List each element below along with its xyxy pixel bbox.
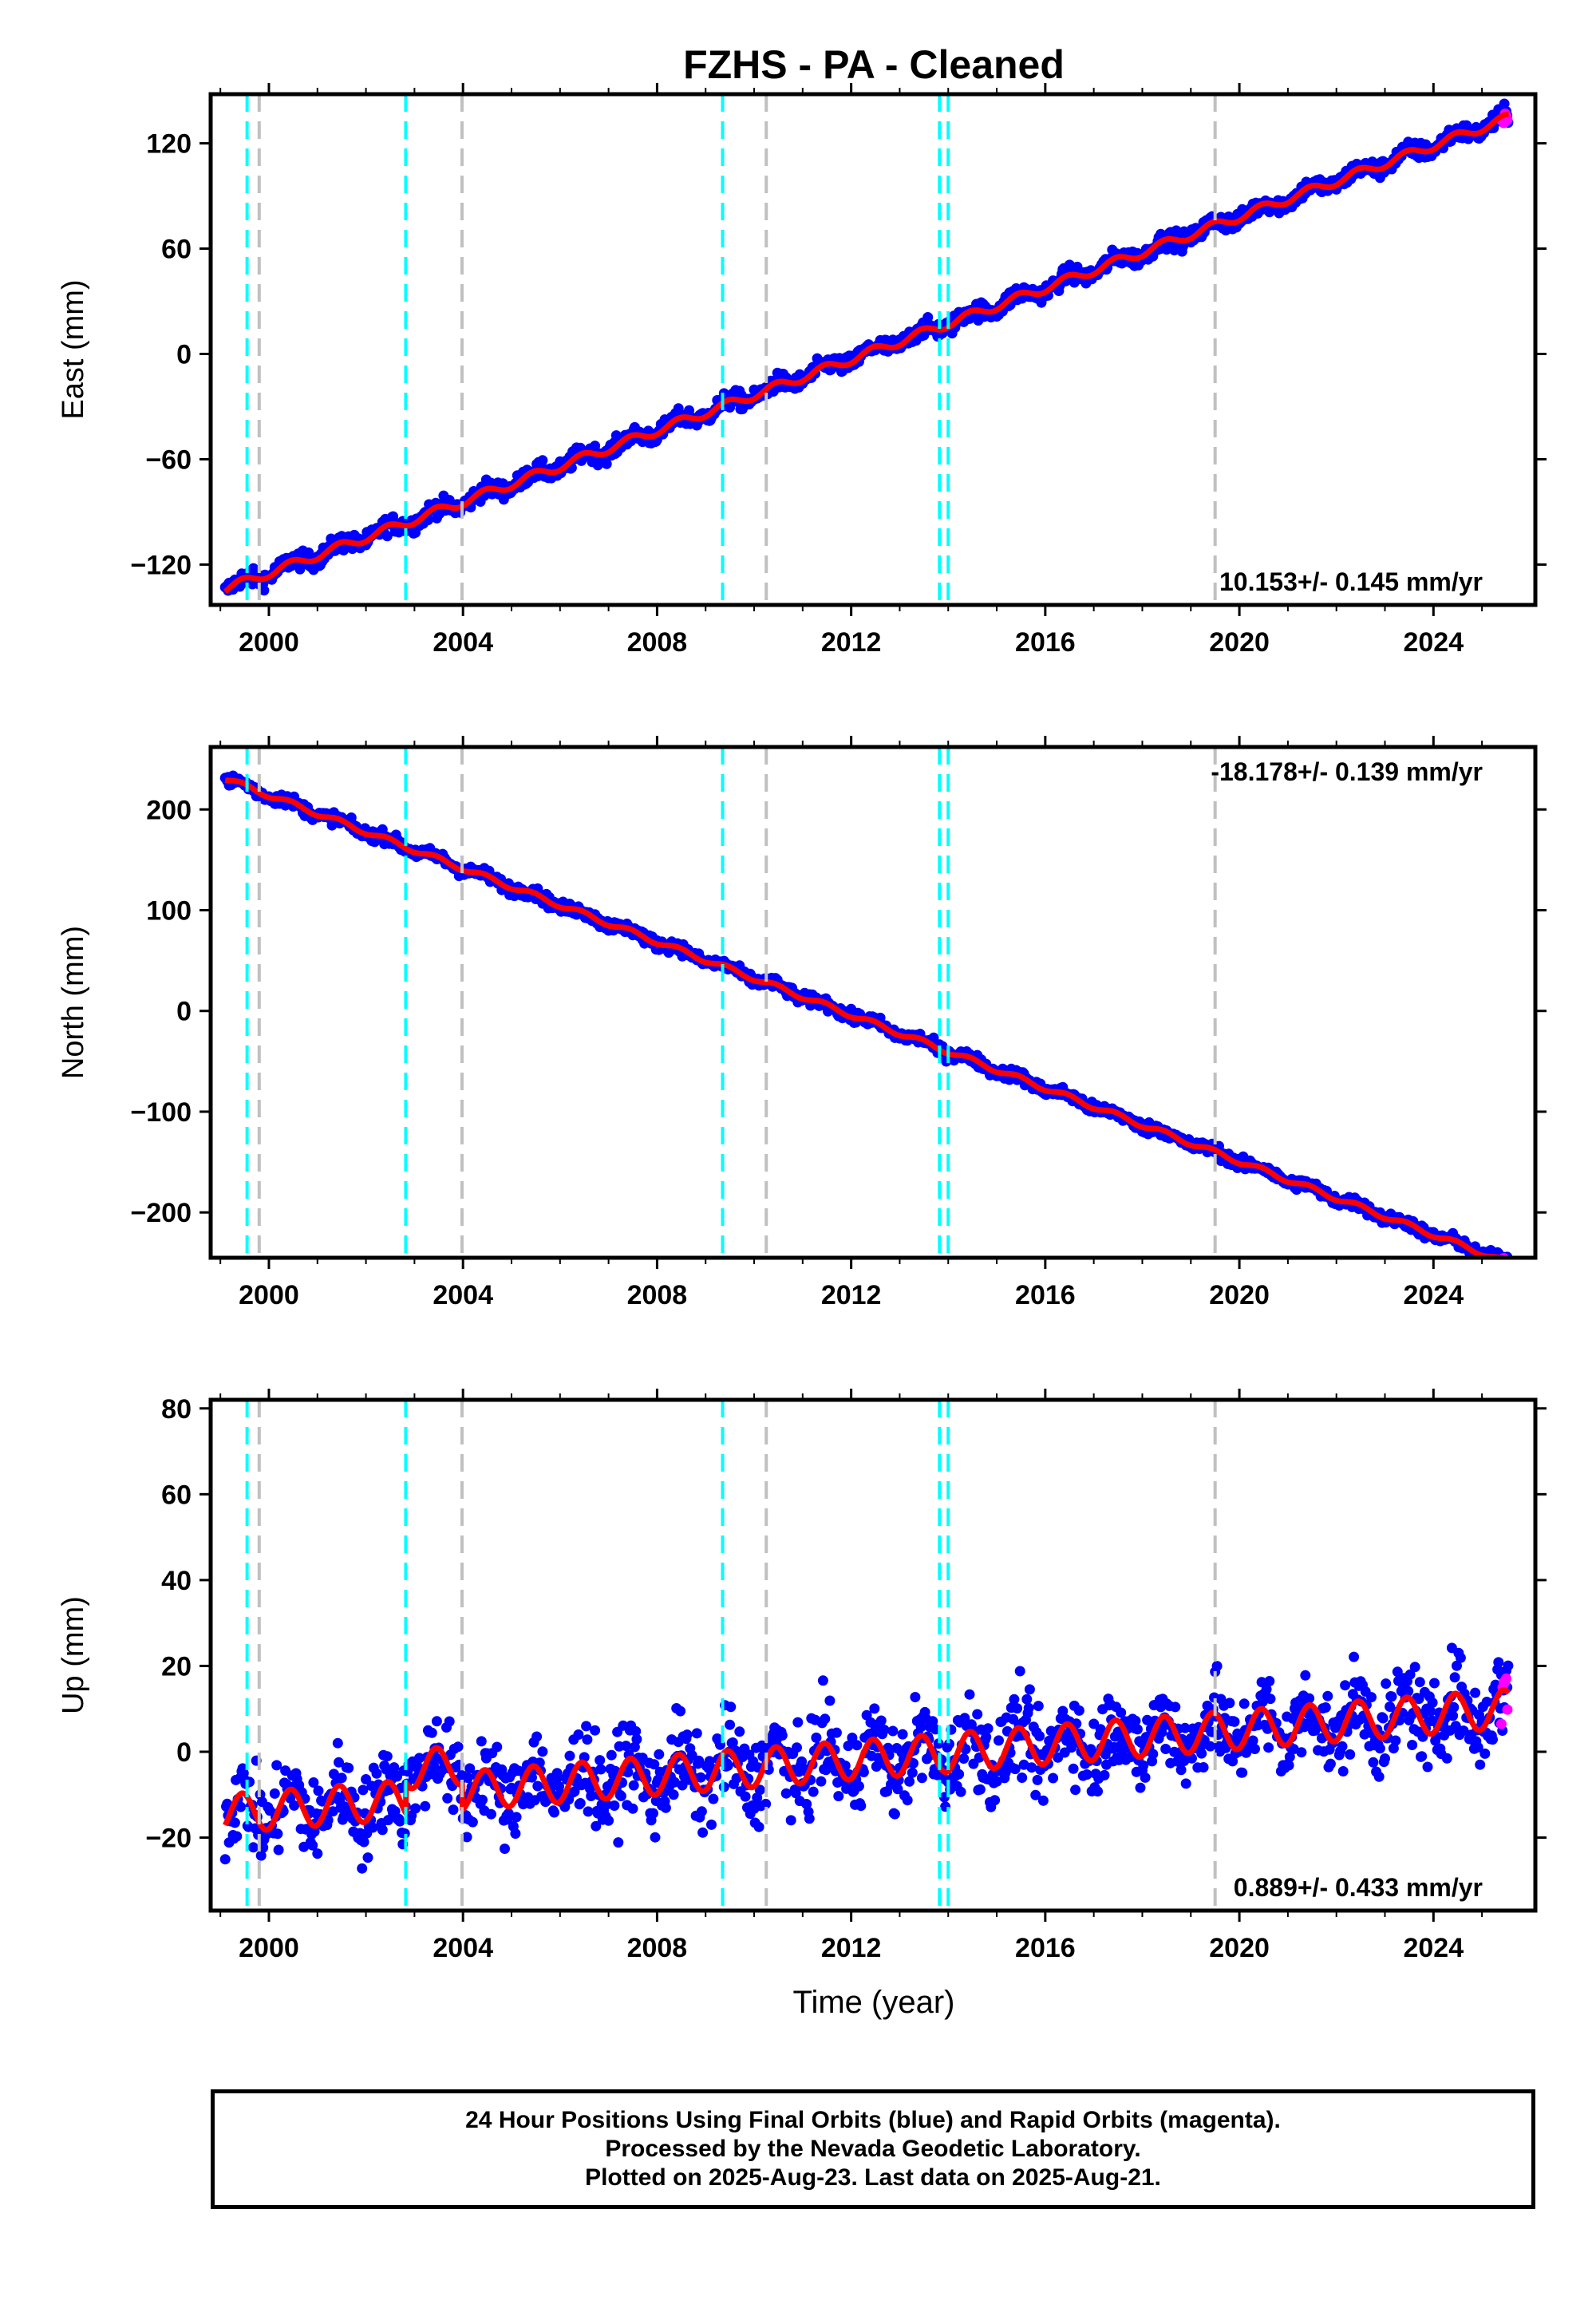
x-tick-label: 2016: [1015, 1280, 1076, 1310]
plot-frame: [208, 92, 1538, 607]
y-tick-label: 60: [161, 235, 192, 265]
y-tick-label: −200: [130, 1198, 192, 1228]
y-tick-label: 20: [161, 1651, 192, 1682]
x-tick-label: 2016: [1015, 1933, 1076, 1963]
panel-north: −200 −100 0 100 200 2000 2004 2008 2012 2016 2020 2…: [57, 736, 1547, 1310]
y-tick-label: −20: [145, 1824, 192, 1854]
velocity-rate-label: -18.178+/- 0.139 mm/yr: [1211, 757, 1483, 786]
model-fit-line: [223, 777, 1509, 1258]
y-tick-label: −120: [130, 550, 192, 580]
x-tick-label: 2008: [627, 1280, 688, 1310]
y-tick-label: 80: [161, 1394, 192, 1425]
panel-east: −120 −60 0 60 120 2000 2004 2008 2012 2016 2020 202…: [57, 83, 1547, 658]
x-tick-label: 2016: [1015, 627, 1076, 658]
x-tick-label: 2024: [1403, 1280, 1464, 1310]
velocity-rate-label: 10.153+/- 0.145 mm/yr: [1219, 567, 1483, 596]
x-tick-label: 2000: [239, 627, 299, 658]
x-tick-label: 2004: [433, 627, 493, 658]
x-tick-label: 2012: [821, 1280, 882, 1310]
chart-title: FZHS - PA - Cleaned: [683, 42, 1065, 87]
x-tick-label: 2004: [433, 1933, 493, 1963]
plot-area: [219, 98, 1514, 596]
x-tick-label: 2020: [1209, 1280, 1270, 1310]
footer-line-orbits: 24 Hour Positions Using Final Orbits (bl…: [465, 2107, 1281, 2133]
footer-note-box: 24 Hour Positions Using Final Orbits (bl…: [211, 2089, 1535, 2209]
final-orbit-points: [219, 1642, 1514, 1874]
plot-frame: [208, 1397, 1538, 1913]
y-tick-label: 0: [176, 997, 192, 1027]
plot-area: [219, 1642, 1514, 1874]
x-tick-label: 2024: [1403, 627, 1464, 658]
y-tick-label: 0: [176, 1737, 192, 1768]
y-tick-label: 120: [146, 129, 192, 160]
panel-up: −20 0 20 40 60 80 2000 2004 2008 2012 2016 2020 2024…: [57, 1389, 1547, 1963]
x-tick-label: 2012: [821, 1933, 882, 1963]
x-tick-label: 2020: [1209, 627, 1270, 658]
rapid-orbit-points: [1495, 1673, 1513, 1729]
x-tick-label: 2008: [627, 1933, 688, 1963]
model-fit-line: [223, 1686, 1511, 1833]
x-tick-label: 2000: [239, 1280, 299, 1310]
x-axis-label: Time (year): [793, 1985, 955, 2020]
plot-area: [219, 770, 1513, 1258]
y-tick-label: 0: [176, 339, 192, 370]
x-tick-label: 2020: [1209, 1933, 1270, 1963]
x-tick-label: 2012: [821, 627, 882, 658]
footer-line-processed: Processed by the Nevada Geodetic Laborat…: [605, 2136, 1141, 2162]
x-tick-label: 2004: [433, 1280, 493, 1310]
y-axis-label: North (mm): [57, 926, 90, 1079]
model-fit-line: [223, 111, 1511, 595]
x-tick-label: 2024: [1403, 1933, 1464, 1963]
y-tick-label: −60: [145, 445, 192, 475]
plot-frame: [208, 745, 1538, 1260]
y-axis-label: East (mm): [57, 279, 90, 419]
velocity-rate-label: 0.889+/- 0.433 mm/yr: [1234, 1873, 1483, 1902]
y-tick-label: 60: [161, 1480, 192, 1510]
y-tick-label: −100: [130, 1097, 192, 1128]
x-tick-label: 2008: [627, 627, 688, 658]
y-tick-label: 100: [146, 895, 192, 926]
footer-line-plotted: Plotted on 2025-Aug-23. Last data on 202…: [585, 2164, 1161, 2191]
y-tick-label: 200: [146, 795, 192, 825]
y-tick-label: 40: [161, 1566, 192, 1596]
y-axis-label: Up (mm): [57, 1596, 90, 1714]
x-tick-label: 2000: [239, 1933, 299, 1963]
